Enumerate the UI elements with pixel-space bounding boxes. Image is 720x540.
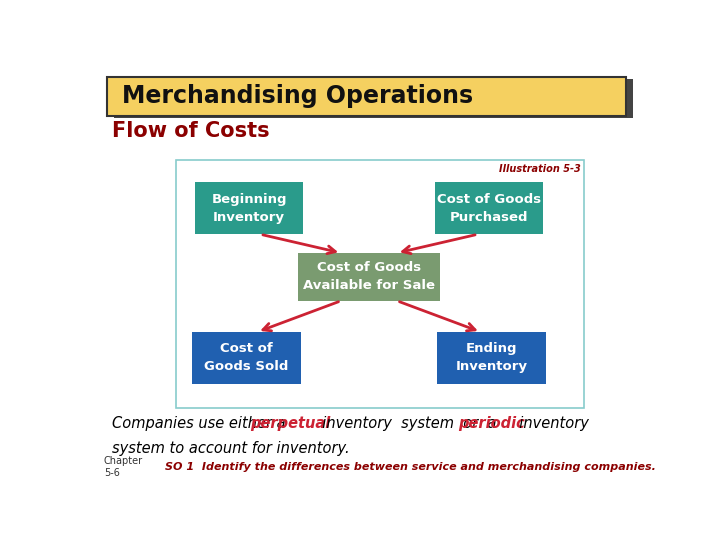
FancyBboxPatch shape — [194, 183, 303, 234]
Text: Companies use either a: Companies use either a — [112, 416, 291, 431]
Text: SO 1  Identify the differences between service and merchandising companies.: SO 1 Identify the differences between se… — [166, 462, 656, 472]
Text: Cost of Goods
Purchased: Cost of Goods Purchased — [437, 193, 541, 224]
Text: Ending
Inventory: Ending Inventory — [456, 342, 528, 374]
Text: inventory  system  or  a: inventory system or a — [312, 416, 501, 431]
FancyBboxPatch shape — [107, 77, 626, 116]
Text: Beginning
Inventory: Beginning Inventory — [211, 193, 287, 224]
Text: Cost of
Goods Sold: Cost of Goods Sold — [204, 342, 289, 374]
Text: periodic: periodic — [459, 416, 525, 431]
FancyBboxPatch shape — [435, 183, 544, 234]
FancyBboxPatch shape — [192, 332, 301, 384]
Text: Chapter
5-6: Chapter 5-6 — [104, 456, 143, 478]
FancyBboxPatch shape — [114, 79, 633, 118]
Text: Merchandising Operations: Merchandising Operations — [122, 84, 474, 108]
Text: Cost of Goods
Available for Sale: Cost of Goods Available for Sale — [303, 261, 435, 292]
FancyBboxPatch shape — [176, 160, 584, 408]
Text: perpetual: perpetual — [251, 416, 330, 431]
Text: inventory: inventory — [510, 416, 589, 431]
Text: Flow of Costs: Flow of Costs — [112, 122, 270, 141]
Text: Illustration 5-3: Illustration 5-3 — [499, 164, 581, 174]
FancyBboxPatch shape — [437, 332, 546, 384]
Text: system to account for inventory.: system to account for inventory. — [112, 441, 350, 456]
FancyBboxPatch shape — [298, 253, 440, 301]
